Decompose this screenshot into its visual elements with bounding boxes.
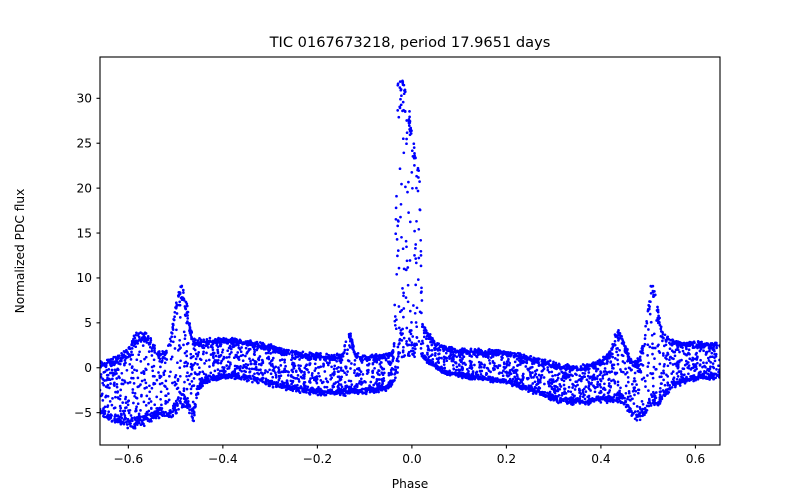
y-tick-label: −5 <box>74 406 92 420</box>
y-tick-label: 15 <box>76 226 92 240</box>
chart-title: TIC 0167673218, period 17.9651 days <box>269 34 551 51</box>
x-tick-label: −0.6 <box>114 452 144 466</box>
y-axis-label: Normalized PDC flux <box>13 189 27 314</box>
x-tick-label: −0.4 <box>208 452 238 466</box>
x-tick-label: 0.0 <box>402 452 421 466</box>
y-tick-label: 10 <box>76 271 92 285</box>
y-tick-label: 30 <box>76 92 92 106</box>
y-tick-label: 0 <box>84 361 92 375</box>
y-tick-label: 20 <box>76 181 92 195</box>
x-tick-label: −0.2 <box>303 452 333 466</box>
x-axis-label: Phase <box>392 477 428 491</box>
y-tick-label: 25 <box>76 137 92 151</box>
y-tick-label: 5 <box>84 316 92 330</box>
x-tick-label: 0.6 <box>686 452 705 466</box>
x-tick-label: 0.2 <box>497 452 516 466</box>
x-tick-label: 0.4 <box>591 452 611 466</box>
